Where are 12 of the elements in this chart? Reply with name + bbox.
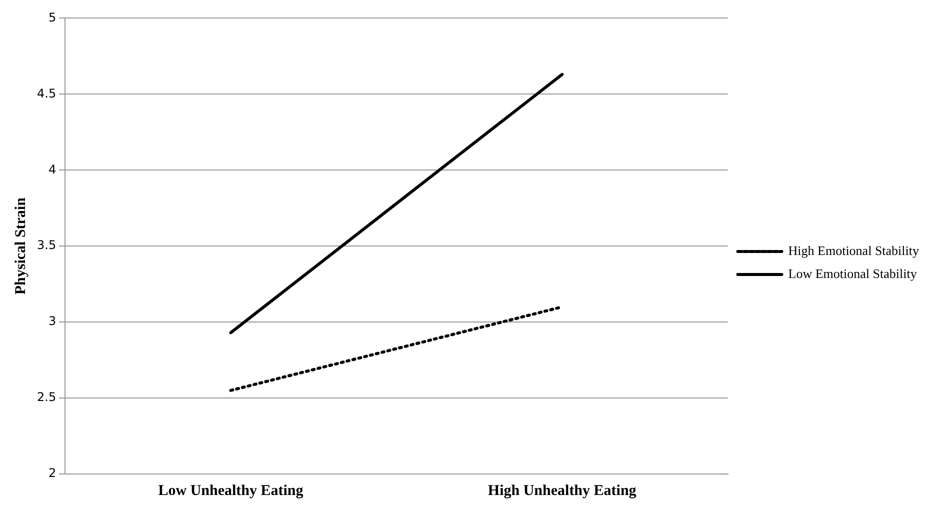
legend-label: High Emotional Stability	[788, 242, 920, 258]
y-tick-label: 2	[48, 466, 56, 480]
y-tick-label: 4	[48, 162, 56, 176]
y-tick-label: 5	[48, 10, 56, 24]
y-tick-label: 3.5	[36, 238, 56, 252]
y-axis-title: Physical Strain	[12, 196, 29, 295]
y-tick-label: 2.5	[36, 390, 56, 404]
y-tick-label: 3	[48, 314, 56, 328]
x-tick-label: High Unhealthy Eating	[488, 482, 637, 499]
x-tick-label: Low Unhealthy Eating	[158, 482, 304, 499]
legend-label: Low Emotional Stability	[788, 266, 918, 281]
y-tick-label: 4.5	[36, 86, 56, 100]
